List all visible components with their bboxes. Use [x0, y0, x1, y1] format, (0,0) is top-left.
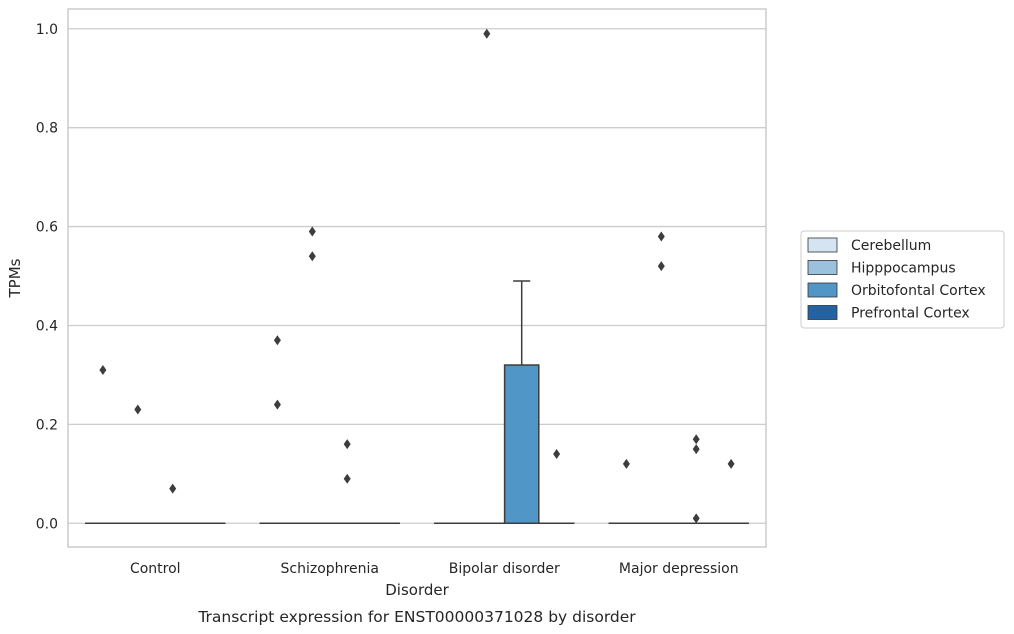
x-tick-label: Major depression — [619, 561, 739, 577]
outlier-point — [273, 399, 281, 410]
outlier-point — [273, 335, 281, 346]
legend-swatch — [807, 260, 838, 275]
outlier-point — [169, 483, 177, 494]
outlier-point — [99, 364, 107, 375]
outlier-point — [727, 458, 735, 469]
y-tick-label: 1.0 — [36, 22, 58, 38]
y-tick-label: 0.6 — [36, 220, 58, 236]
outlier-point — [657, 231, 665, 242]
legend: Cerebellum Hipppocampus Orbitofontal Corte… — [800, 230, 1005, 329]
outlier-point — [483, 28, 491, 39]
box — [503, 364, 540, 525]
x-axis-title: Disorder — [385, 581, 449, 599]
box-group — [538, 449, 575, 525]
outlier-point — [692, 513, 700, 524]
box-group — [503, 280, 540, 525]
legend-label: Prefrontal Cortex — [851, 306, 970, 322]
box-marks — [85, 28, 749, 525]
legend-frame — [800, 230, 1005, 329]
box-group — [713, 458, 749, 525]
y-tick-label: 0.4 — [36, 318, 58, 334]
legend-swatch — [807, 282, 838, 298]
legend-swatch — [807, 305, 838, 320]
chart-caption: Transcript expression for ENST0000037102… — [197, 608, 636, 626]
legend-label: Orbitofontal Cortex — [851, 283, 986, 299]
legend-items: Cerebellum Hipppocampus Orbitofontal Corte… — [807, 237, 986, 322]
box-group — [643, 231, 680, 525]
box-group — [329, 439, 366, 525]
outlier-point — [692, 444, 700, 455]
x-tick-label: Bipolar disorder — [449, 561, 560, 577]
outlier-point — [308, 251, 316, 262]
legend-swatch — [807, 237, 838, 253]
box-group — [154, 483, 191, 525]
y-tick-label: 0.8 — [36, 121, 58, 137]
x-tick-label: Schizophrenia — [281, 561, 379, 577]
y-tick-label: 0.0 — [36, 516, 58, 532]
x-tick-label: Control — [130, 561, 181, 577]
outlier-point — [134, 404, 142, 415]
outlier-point — [657, 261, 665, 272]
legend-label: Hipppocampus — [851, 261, 956, 277]
outlier-point — [308, 226, 316, 237]
outlier-point — [692, 434, 700, 445]
x-tick-labels: Control Schizophrenia Bipolar disorder Majo… — [130, 561, 739, 577]
box-group — [294, 226, 331, 525]
y-axis-title: TPMs — [6, 258, 24, 298]
outlier-point — [343, 473, 351, 484]
y-tick-label: 0.2 — [36, 417, 58, 433]
plot-area-frame — [67, 8, 767, 548]
y-tick-labels: 0.0 0.2 0.4 0.6 0.8 1.0 — [36, 22, 58, 532]
outlier-point — [622, 458, 630, 469]
legend-label: Cerebellum — [851, 238, 931, 254]
outlier-point — [343, 439, 351, 450]
outlier-point — [553, 449, 561, 460]
